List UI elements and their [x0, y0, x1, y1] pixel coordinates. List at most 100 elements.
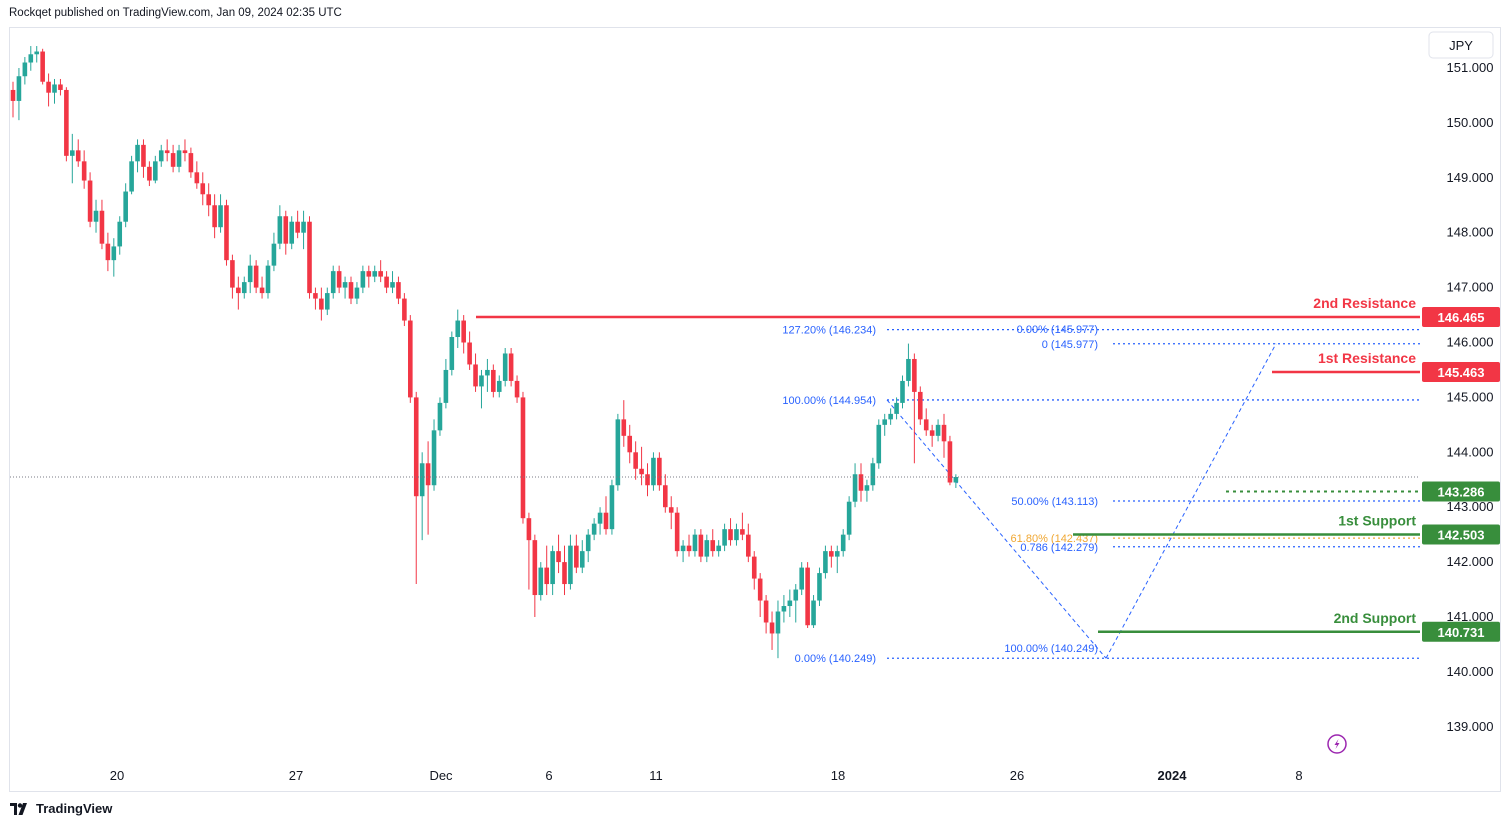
candle-body — [230, 260, 235, 288]
x-tick-label: 2024 — [1158, 768, 1188, 783]
candle-body — [799, 567, 804, 590]
level-name: 1st Resistance — [1318, 350, 1416, 366]
candle-body — [283, 216, 289, 244]
candle-body — [307, 221, 312, 294]
x-tick-label: Dec — [429, 768, 453, 783]
x-tick-label: 27 — [289, 768, 303, 783]
candle — [496, 375, 502, 398]
last-price-tag — [1422, 481, 1500, 502]
candle-body — [757, 578, 763, 601]
candle-body — [840, 534, 846, 552]
fib-trend-line — [886, 399, 1107, 659]
x-tick-label: 6 — [545, 768, 552, 783]
candle — [372, 265, 378, 283]
candle — [295, 210, 300, 239]
candle-body — [75, 150, 81, 162]
candle-body — [906, 358, 911, 381]
candle-body — [28, 54, 34, 63]
candle-body — [52, 84, 57, 93]
candle-body — [188, 153, 194, 173]
candle — [164, 139, 170, 162]
level-name: 1st Support — [1338, 512, 1416, 528]
level-price-label: 146.465 — [1438, 310, 1485, 325]
candle — [253, 260, 259, 294]
candle — [230, 254, 235, 299]
candle-body — [502, 353, 508, 381]
candle-body — [58, 84, 63, 90]
candle — [864, 479, 870, 502]
candle — [176, 144, 182, 173]
candle-body — [609, 485, 615, 530]
candle-body — [574, 545, 579, 568]
candle-body — [443, 369, 449, 403]
candle-body — [781, 606, 787, 612]
candle — [277, 205, 283, 250]
candle — [645, 463, 650, 497]
candle-body — [746, 534, 751, 557]
candle-body — [402, 298, 407, 321]
candle-body — [929, 430, 935, 436]
candle — [16, 68, 22, 121]
tradingview-footer[interactable]: TradingView — [10, 801, 112, 816]
candle — [236, 276, 241, 310]
candle-body — [182, 150, 188, 154]
candle — [597, 507, 603, 535]
currency-box[interactable] — [1428, 31, 1494, 59]
candle — [550, 545, 555, 596]
candle — [538, 562, 544, 601]
candle-body — [888, 413, 893, 420]
candle — [491, 364, 496, 398]
lightning-icon[interactable] — [1327, 734, 1347, 754]
x-tick-label: 26 — [1010, 768, 1024, 783]
candle-body — [585, 534, 591, 552]
level-price-label: 140.731 — [1438, 625, 1485, 640]
candle — [917, 386, 923, 425]
fib-label: 100.00% (140.249) — [1004, 643, 1098, 655]
candle-body — [651, 457, 656, 486]
candle-body — [81, 161, 87, 181]
last-price-line — [10, 476, 1420, 493]
candle — [289, 216, 295, 250]
candle — [330, 265, 336, 299]
candle — [923, 408, 929, 436]
chart-area[interactable]: 127.20% (146.234) 100.00% (144.954) 0.00% … — [9, 27, 1501, 792]
candle — [437, 397, 443, 436]
candle-body — [734, 529, 739, 541]
level-price-label: 142.503 — [1438, 527, 1485, 542]
candle — [591, 518, 597, 541]
candle — [479, 369, 484, 409]
candle — [390, 271, 395, 294]
candle-body — [508, 353, 514, 381]
candle-body — [301, 221, 306, 233]
candle-body — [419, 463, 425, 497]
candle-body — [603, 512, 609, 530]
candle — [58, 78, 63, 96]
candle-body — [295, 221, 300, 233]
candle-body — [330, 271, 336, 294]
candle — [556, 534, 561, 574]
candle — [431, 419, 437, 491]
candle-body — [775, 611, 781, 634]
candle — [757, 573, 763, 617]
candle — [722, 523, 727, 552]
candle — [52, 78, 57, 104]
candle — [876, 419, 882, 469]
candle-body — [686, 545, 692, 552]
candle-body — [657, 457, 662, 486]
candle-body — [34, 51, 40, 55]
candle-body — [793, 589, 799, 601]
candle — [413, 391, 419, 585]
x-tick-label: 18 — [831, 768, 845, 783]
candlestick-chart[interactable]: 127.20% (146.234) 100.00% (144.954) 0.00% … — [10, 28, 1502, 793]
candle — [698, 529, 704, 563]
candle-body — [158, 150, 164, 162]
candle-body — [218, 205, 223, 228]
candle-body — [858, 474, 864, 491]
candle — [657, 452, 662, 491]
candle — [746, 523, 751, 563]
candle — [271, 232, 277, 272]
candle-body — [769, 622, 775, 634]
level-price-tag — [1422, 306, 1500, 327]
candle-body — [556, 551, 561, 563]
candle — [840, 529, 846, 557]
